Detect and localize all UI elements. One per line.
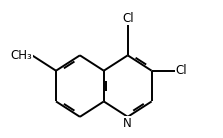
Text: Cl: Cl: [122, 12, 134, 25]
Text: N: N: [123, 117, 132, 130]
Text: Cl: Cl: [176, 64, 187, 77]
Text: CH₃: CH₃: [10, 49, 32, 62]
